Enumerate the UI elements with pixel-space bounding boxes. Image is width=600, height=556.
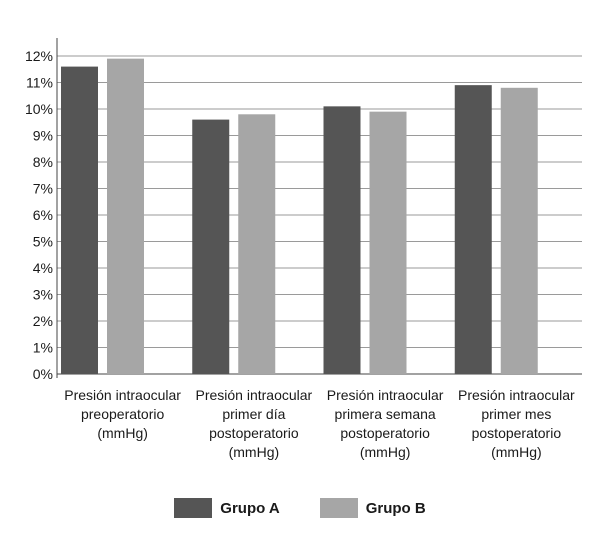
x-category-label-line: preoperatorio: [81, 406, 164, 422]
x-category-label: Presión intraocular primera semana postope…: [327, 387, 444, 460]
y-tick-label: 9%: [33, 128, 53, 144]
y-tick-label: 11%: [26, 75, 53, 91]
legend-swatch-grupo-a: [174, 498, 213, 518]
bar-grupo-a: [454, 85, 492, 375]
x-category-label-line: primera semana: [335, 406, 436, 422]
x-category-label: Presión intraocular preoperatorio (mmHg): [64, 387, 181, 441]
legend-item-grupo-b: Grupo B: [319, 498, 426, 518]
y-tick-label: 3%: [33, 287, 53, 303]
y-tick-label: 12%: [25, 48, 53, 64]
y-tick-label: 6%: [33, 207, 53, 223]
y-tick-label: 2%: [33, 313, 53, 329]
y-tick-label: 0%: [33, 366, 53, 382]
bar-grupo-b: [107, 58, 144, 375]
bar-grupo-a: [61, 66, 98, 374]
x-category-label-line: postoperatorio: [209, 425, 299, 441]
y-tick-label: 10%: [25, 101, 53, 117]
bar-chart: 0% 1% 2% 3% 4% 5% 6% 7% 8% 9% 10% 11% 12% Presión int…: [25, 38, 582, 460]
legend-label-grupo-b: Grupo B: [365, 499, 426, 517]
x-category-label-line: primer día: [222, 406, 285, 422]
x-category-label-line: postoperatorio: [340, 425, 430, 441]
bar-grupo-b: [238, 114, 276, 375]
x-category-label-line: Presión intraocular: [327, 387, 444, 403]
y-tick-label: 8%: [33, 154, 53, 170]
bar-grupo-b: [500, 87, 538, 375]
bar-grupo-a: [323, 106, 361, 374]
y-tick-label: 4%: [33, 260, 53, 276]
x-category-label-line: (mmHg): [97, 425, 148, 441]
x-category-label-line: (mmHg): [360, 444, 411, 460]
x-category-label-line: Presión intraocular: [458, 387, 575, 403]
legend-swatch-grupo-b: [319, 498, 358, 518]
bar-grupo-b: [369, 111, 407, 375]
legend-item-grupo-a: Grupo A: [174, 498, 280, 518]
x-category-label: Presión intraocular primer mes postoperato…: [458, 387, 575, 460]
y-tick-label: 5%: [33, 234, 53, 250]
x-category-label-line: Presión intraocular: [64, 387, 181, 403]
y-tick-label: 7%: [33, 181, 53, 197]
x-category-label-line: (mmHg): [491, 444, 542, 460]
x-category-label-line: primer mes: [481, 406, 551, 422]
bar-grupo-a: [192, 119, 230, 374]
chart-legend: Grupo A Grupo B: [0, 498, 600, 518]
legend-label-grupo-a: Grupo A: [220, 499, 280, 517]
x-category-label-line: Presión intraocular: [196, 387, 313, 403]
y-tick-label: 1%: [33, 340, 53, 356]
x-category-label-line: postoperatorio: [472, 425, 562, 441]
x-category-label-line: (mmHg): [229, 444, 280, 460]
x-category-label: Presión intraocular primer día postoperato…: [196, 387, 313, 460]
